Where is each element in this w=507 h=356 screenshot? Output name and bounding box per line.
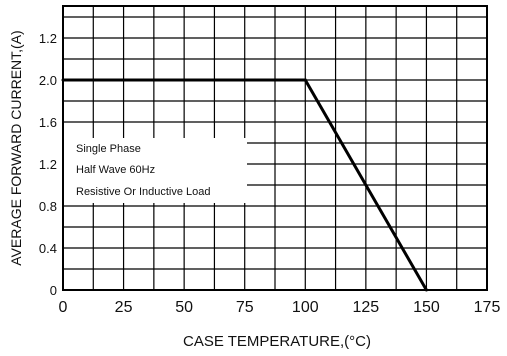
x-tick-label: 150 (413, 299, 440, 316)
data-point (303, 78, 307, 82)
y-tick-label: 2.0 (39, 73, 57, 88)
annotation-text: Half Wave 60Hz (76, 164, 155, 176)
x-tick-label: 25 (115, 299, 133, 316)
y-tick-label: 0 (50, 283, 57, 298)
x-tick-label: 50 (175, 299, 193, 316)
y-tick-labels: 0 0.4 0.8 1.2 1.6 2.0 1.2 (39, 31, 57, 298)
y-tick-label: 1.2 (39, 157, 57, 172)
y-tick-label: 0.4 (39, 241, 57, 256)
y-axis-label: AVERAGE FORWARD CURRENT,(A) (8, 30, 24, 265)
data-point (424, 288, 428, 292)
x-tick-label: 0 (59, 299, 68, 316)
y-tick-label: 1.6 (39, 115, 57, 130)
grid (62, 5, 488, 291)
data-point (61, 78, 65, 82)
annotation-box: Single Phase Half Wave 60Hz Resistive Or I… (64, 138, 247, 203)
y-tick-label: 1.2 (39, 31, 57, 46)
x-tick-label: 75 (236, 299, 254, 316)
x-tick-labels: 0 25 50 75 100 125 150 175 (59, 299, 501, 316)
y-tick-label: 0.8 (39, 199, 57, 214)
annotation-background (64, 138, 247, 203)
x-axis-label: CASE TEMPERATURE,(°C) (183, 333, 371, 350)
series-layer (61, 78, 428, 292)
x-tick-label: 100 (292, 299, 319, 316)
x-tick-label: 125 (353, 299, 380, 316)
annotation-text: Single Phase (76, 143, 141, 155)
annotation-text: Resistive Or Inductive Load (76, 186, 211, 198)
x-tick-label: 175 (474, 299, 501, 316)
